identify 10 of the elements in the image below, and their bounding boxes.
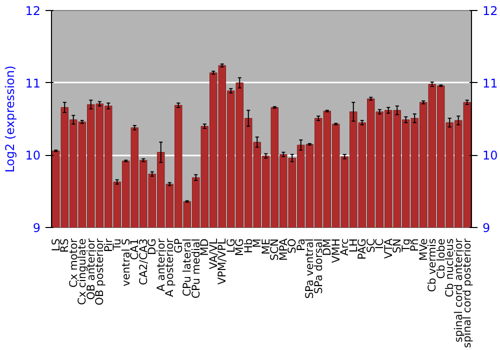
y2-tick-label: 10 <box>482 148 498 163</box>
y2-tick-label: 9 <box>482 221 490 235</box>
y-axis-title: Log2 (expression) <box>3 66 18 172</box>
y2-tick-label: 12 <box>482 4 498 18</box>
y-tick-label: 9 <box>32 221 41 235</box>
x-tick-label: A posterior <box>163 238 176 297</box>
y-tick-label: 11 <box>25 76 41 90</box>
y-tick-label: 12 <box>25 4 41 18</box>
y2-tick-label: 11 <box>482 76 498 90</box>
y-tick-label: 10 <box>25 148 41 163</box>
